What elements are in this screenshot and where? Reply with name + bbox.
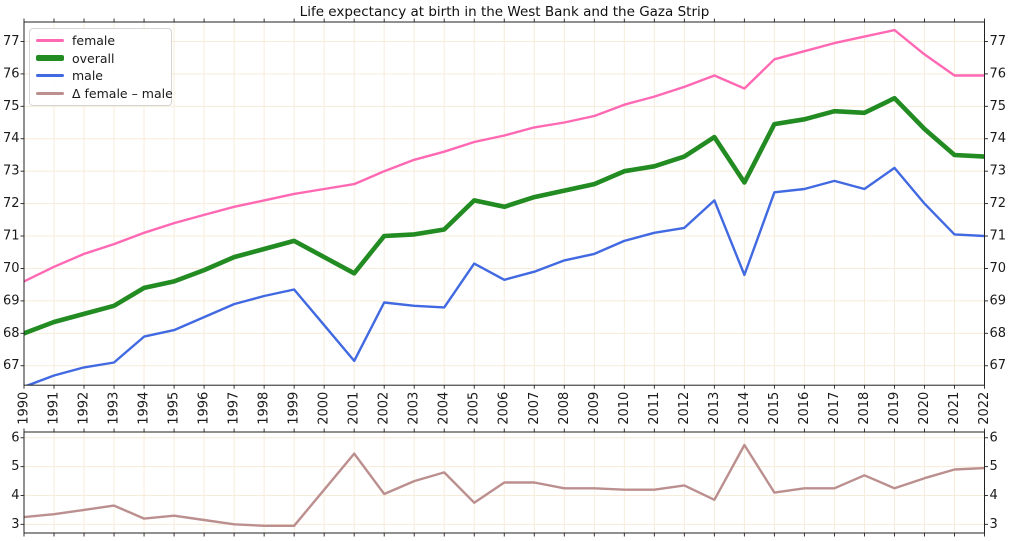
x-tick-label: 2018 <box>857 392 872 425</box>
bottom-plot-ticks <box>20 428 988 537</box>
y-tick-label: 73 <box>3 164 20 179</box>
legend-swatch <box>36 91 64 95</box>
y-tick-label: 67 <box>3 358 20 373</box>
x-tick-label: 1999 <box>287 392 302 425</box>
y-tick-label: 71 <box>990 229 1007 244</box>
x-tick-label: 2000 <box>317 392 332 425</box>
y-tick-label: 77 <box>990 34 1007 49</box>
x-tick-label: 2020 <box>917 392 932 425</box>
x-tick-label: 2005 <box>467 392 482 425</box>
legend-label: Δ female – male <box>72 85 173 101</box>
y-tick-label: 77 <box>3 34 20 49</box>
x-tick-label: 1995 <box>167 392 182 425</box>
y-tick-label: 72 <box>3 196 20 211</box>
top-plot: 67 67 68 68 69 69 70 70 71 71 72 72 73 73 74 74 75 75 76 76… <box>3 18 1007 425</box>
x-tick-label: 2008 <box>557 392 572 425</box>
y-tick-label: 5 <box>990 459 998 474</box>
male-line <box>24 166 985 386</box>
x-tick-label: 2006 <box>497 392 512 425</box>
x-tick-label: 2014 <box>737 392 752 425</box>
y-tick-label: 3 <box>990 517 998 532</box>
female-line <box>24 28 985 283</box>
x-tick-label: 1991 <box>47 392 62 425</box>
y-tick-label: 70 <box>3 261 20 276</box>
chart-title: Life expectancy at birth in the West Ban… <box>299 4 710 20</box>
x-tick-label: 1990 <box>17 392 32 425</box>
legend-swatch <box>36 74 64 78</box>
y-tick-label: 74 <box>3 131 20 146</box>
x-tick-label: 2021 <box>947 392 962 425</box>
x-tick-label: 2003 <box>407 392 422 425</box>
top-plot-spines <box>23 21 985 386</box>
y-tick-label: 6 <box>11 430 19 445</box>
legend-item-female: female <box>36 32 165 50</box>
female-male-line <box>24 443 985 527</box>
legend-label: male <box>72 68 103 84</box>
y-tick-label: 75 <box>990 99 1007 114</box>
x-tick-label: 2001 <box>347 392 362 425</box>
y-tick-label: 4 <box>990 488 998 503</box>
legend-item-female-male: Δ female – male <box>36 85 173 103</box>
legend-swatch <box>36 39 64 43</box>
bottom-plot: 3 3 4 4 5 5 6 6 <box>11 428 998 537</box>
x-tick-label: 2002 <box>377 392 392 425</box>
y-tick-label: 76 <box>3 66 20 81</box>
y-tick-label: 3 <box>11 517 19 532</box>
legend-label: overall <box>72 50 115 66</box>
legend-swatch <box>36 55 64 62</box>
x-tick-label: 1992 <box>77 392 92 425</box>
x-tick-label: 2017 <box>827 392 842 425</box>
y-tick-label: 74 <box>990 131 1007 146</box>
legend-item-male: male <box>36 67 165 85</box>
x-tick-label: 2010 <box>617 392 632 425</box>
x-tick-label: 2019 <box>887 392 902 425</box>
x-tick-label: 1996 <box>197 392 212 425</box>
top-plot-series <box>24 28 985 386</box>
x-tick-label: 1994 <box>137 392 152 425</box>
y-tick-label: 71 <box>3 229 20 244</box>
x-tick-label: 2012 <box>677 392 692 425</box>
x-tick-label: 2009 <box>587 392 602 425</box>
y-tick-label: 67 <box>990 358 1007 373</box>
top-plot-ticks <box>20 18 988 389</box>
y-tick-label: 68 <box>990 326 1007 341</box>
x-tick-label: 1993 <box>107 392 122 425</box>
y-tick-label: 73 <box>990 164 1007 179</box>
x-tick-label: 2015 <box>767 392 782 425</box>
x-tick-label: 2013 <box>707 392 722 425</box>
y-tick-label: 4 <box>11 488 19 503</box>
x-tick-label: 2004 <box>437 392 452 425</box>
y-tick-label: 72 <box>990 196 1007 211</box>
x-tick-label: 1997 <box>227 392 242 425</box>
bottom-plot-spines <box>23 431 985 534</box>
overall-line <box>24 95 985 336</box>
x-tick-label: 2007 <box>527 392 542 425</box>
y-tick-label: 70 <box>990 261 1007 276</box>
legend-label: female <box>72 33 116 49</box>
legend: female overall male Δ female – male <box>29 28 173 106</box>
legend-item-overall: overall <box>36 50 165 68</box>
x-tick-label: 2022 <box>977 392 992 425</box>
y-tick-label: 69 <box>3 293 20 308</box>
x-tick-label: 1998 <box>257 392 272 425</box>
bottom-plot-series <box>24 443 985 527</box>
y-tick-label: 5 <box>11 459 19 474</box>
y-tick-label: 69 <box>990 293 1007 308</box>
y-tick-label: 75 <box>3 99 20 114</box>
x-tick-label: 2011 <box>647 392 662 425</box>
y-tick-label: 76 <box>990 66 1007 81</box>
y-tick-label: 68 <box>3 326 20 341</box>
x-tick-label: 2016 <box>797 392 812 425</box>
y-tick-label: 6 <box>990 430 998 445</box>
